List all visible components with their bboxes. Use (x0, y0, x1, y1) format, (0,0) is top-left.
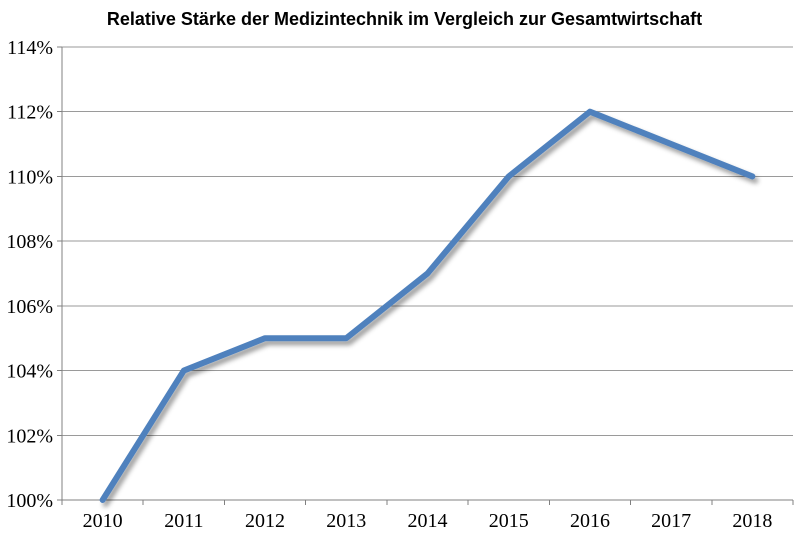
data-line (99, 108, 756, 503)
y-axis-label: 108% (6, 231, 53, 253)
x-axis-label: 2016 (570, 510, 610, 532)
y-axis-label: 106% (6, 296, 53, 318)
x-axis-label: 2011 (164, 510, 203, 532)
y-axis-label: 104% (6, 361, 53, 383)
chart-title: Relative Stärke der Medizintechnik im Ve… (106, 9, 703, 29)
y-axis-label: 112% (7, 102, 53, 124)
y-axis-label: 110% (7, 166, 53, 188)
x-axis-label: 2012 (245, 510, 285, 532)
x-axis-label: 2017 (651, 510, 691, 532)
y-axis-label: 100% (6, 490, 53, 512)
x-axis-label: 2010 (83, 510, 123, 532)
x-axis-label: 2014 (408, 510, 448, 532)
x-axis-label: 2018 (732, 510, 772, 532)
x-axis-label: 2013 (326, 510, 366, 532)
x-axis-label: 2015 (489, 510, 529, 532)
y-axis-label: 114% (7, 37, 53, 59)
y-axis-label: 102% (6, 425, 53, 447)
